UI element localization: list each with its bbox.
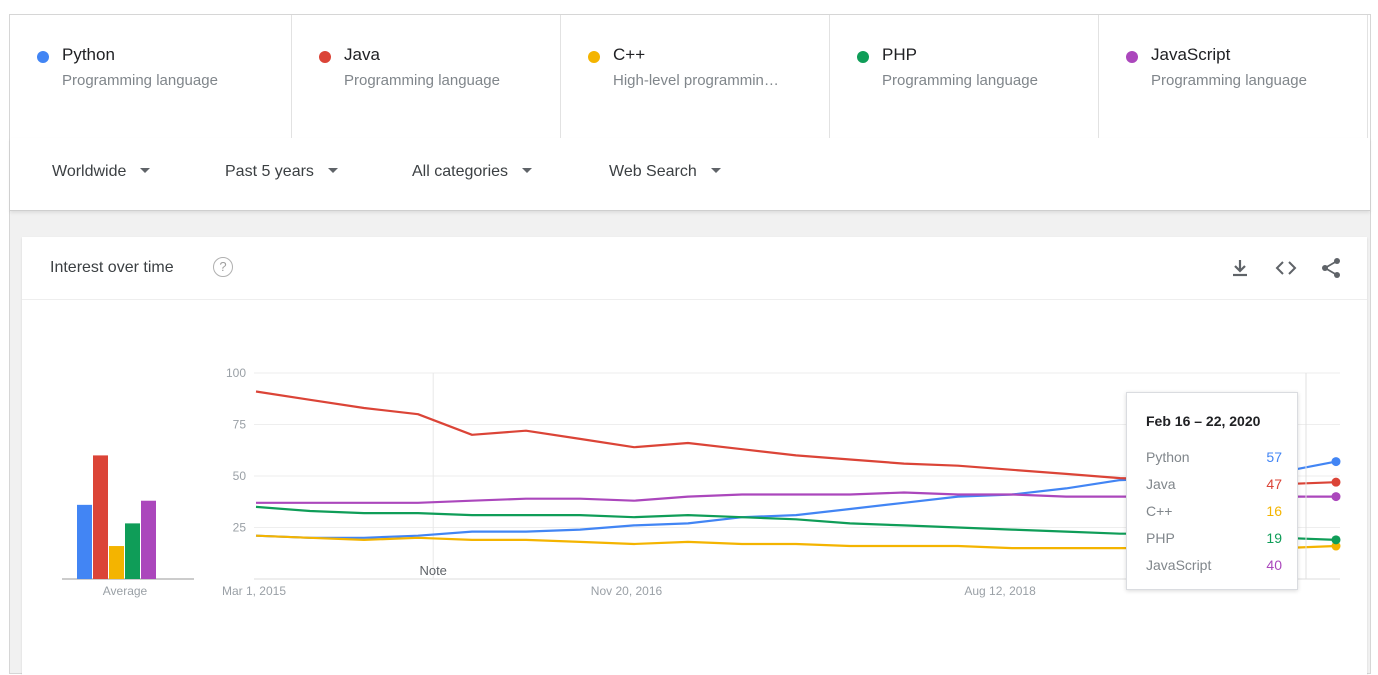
chevron-down-icon: [327, 168, 338, 173]
chevron-down-icon: [522, 168, 533, 173]
interest-over-time-card: Interest over time ?: [22, 237, 1367, 675]
php-color-dot: [857, 51, 869, 63]
search-type-dropdown[interactable]: Web Search: [609, 163, 721, 181]
average-bar-php: [125, 523, 140, 579]
python-color-dot: [37, 51, 49, 63]
region-dropdown[interactable]: Worldwide: [52, 163, 151, 181]
term-php[interactable]: PHP Programming language: [830, 15, 1099, 138]
search-type-label: Web Search: [609, 163, 697, 180]
term-subtitle: Programming language: [1151, 72, 1307, 89]
x-tick-label: Nov 20, 2016: [591, 584, 663, 598]
term-cpp[interactable]: C++ High-level programmin…: [561, 15, 830, 138]
y-tick-label: 100: [226, 366, 246, 380]
tooltip-label: JavaScript: [1146, 557, 1212, 573]
tooltip-value: 19: [1266, 530, 1282, 546]
cpp-color-dot: [588, 51, 600, 63]
x-tick-label: Aug 12, 2018: [964, 584, 1036, 598]
help-icon[interactable]: ?: [213, 257, 233, 277]
tooltip-row-python: Python 57: [1146, 449, 1282, 467]
chevron-down-icon: [140, 168, 151, 173]
tooltip-value: 40: [1266, 557, 1282, 573]
tooltip-value: 16: [1266, 503, 1282, 519]
tooltip-value: 47: [1266, 476, 1282, 492]
series-end-point: [1331, 535, 1341, 545]
period-dropdown[interactable]: Past 5 years: [225, 163, 338, 181]
filter-bar: Worldwide Past 5 years All categories We…: [10, 138, 1370, 211]
term-javascript[interactable]: JavaScript Programming language: [1099, 15, 1368, 138]
tooltip-label: PHP: [1146, 530, 1175, 546]
term-name: JavaScript: [1151, 45, 1231, 64]
tooltip-row-java: Java 47: [1146, 476, 1282, 494]
term-subtitle: High-level programmin…: [613, 72, 779, 89]
term-python[interactable]: Python Programming language: [10, 15, 292, 138]
download-icon[interactable]: [1228, 257, 1252, 279]
series-end-point: [1331, 457, 1341, 467]
average-bar-java: [93, 455, 108, 579]
tooltip-date: Feb 16 – 22, 2020: [1146, 413, 1261, 429]
x-tick-label: Mar 1, 2015: [222, 584, 286, 598]
term-subtitle: Programming language: [62, 72, 218, 89]
category-dropdown[interactable]: All categories: [412, 163, 533, 181]
term-name: PHP: [882, 45, 917, 64]
category-label: All categories: [412, 163, 509, 180]
average-bar-cpp: [109, 546, 124, 579]
tooltip-label: Java: [1146, 476, 1176, 492]
tooltip-value: 57: [1266, 449, 1282, 465]
tooltip-row-javascript: JavaScript 40: [1146, 557, 1282, 575]
javascript-color-dot: [1126, 51, 1138, 63]
note-annotation: Note: [419, 563, 446, 578]
region-label: Worldwide: [52, 163, 127, 180]
term-name: Python: [62, 45, 115, 64]
java-color-dot: [319, 51, 331, 63]
chevron-down-icon: [710, 168, 721, 173]
card-header: Interest over time ?: [22, 237, 1367, 300]
trends-panel: Python Programming language Java Program…: [9, 14, 1371, 675]
share-icon[interactable]: [1319, 257, 1343, 279]
y-tick-label: 25: [233, 521, 247, 535]
series-end-point: [1331, 477, 1341, 487]
term-subtitle: Programming language: [344, 72, 500, 89]
tooltip-row-php: PHP 19: [1146, 530, 1282, 548]
series-end-point: [1331, 541, 1341, 551]
average-bar-python: [77, 504, 92, 579]
chart-tooltip: Feb 16 – 22, 2020 Python 57 Java 47 C++ …: [1126, 392, 1298, 590]
y-tick-label: 50: [233, 469, 247, 483]
period-label: Past 5 years: [225, 163, 314, 180]
y-tick-label: 75: [233, 418, 247, 432]
term-java[interactable]: Java Programming language: [292, 15, 561, 138]
average-label: Average: [103, 584, 148, 598]
average-bar-javascript: [141, 500, 156, 579]
card-title: Interest over time: [50, 259, 174, 276]
compare-terms-bar: Python Programming language Java Program…: [10, 15, 1370, 139]
term-name: Java: [344, 45, 380, 64]
term-subtitle: Programming language: [882, 72, 1038, 89]
tooltip-row-cpp: C++ 16: [1146, 503, 1282, 521]
embed-icon[interactable]: [1274, 257, 1298, 279]
series-end-point: [1331, 492, 1341, 502]
tooltip-label: Python: [1146, 449, 1190, 465]
tooltip-label: C++: [1146, 503, 1173, 519]
term-name: C++: [613, 45, 646, 64]
